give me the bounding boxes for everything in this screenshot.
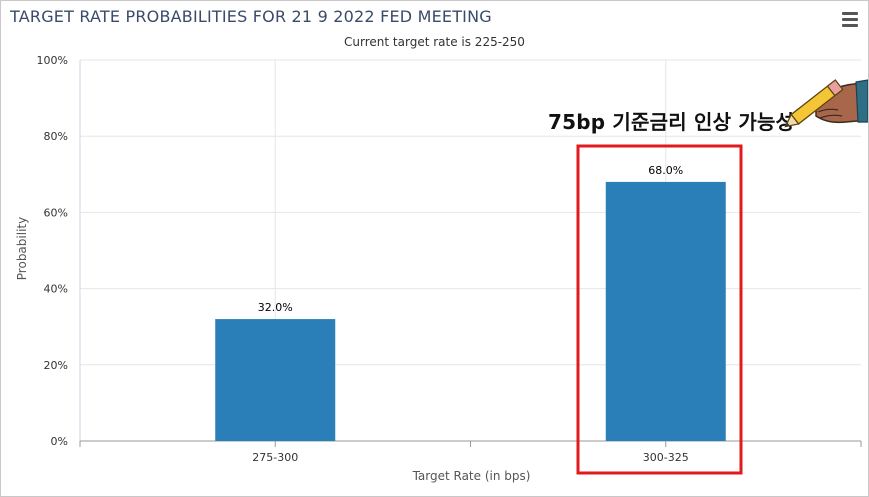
y-tick-label: 100% bbox=[37, 54, 68, 67]
y-tick-label: 80% bbox=[44, 130, 68, 143]
bar-300-325 bbox=[605, 181, 726, 442]
highlight-box bbox=[576, 144, 743, 475]
data-label: 68.0% bbox=[648, 164, 683, 177]
x-axis-title: Target Rate (in bps) bbox=[412, 469, 531, 483]
hamburger-menu-icon[interactable] bbox=[840, 12, 862, 32]
bar-275-300 bbox=[215, 319, 336, 441]
y-tick-label: 60% bbox=[44, 206, 68, 219]
x-tick-label: 300-325 bbox=[643, 451, 689, 464]
data-label: 32.0% bbox=[258, 301, 293, 314]
x-tick-label: 275-300 bbox=[252, 451, 298, 464]
y-tick-label: 40% bbox=[44, 283, 68, 296]
y-tick-label: 20% bbox=[44, 359, 68, 372]
pencil-hand-icon bbox=[784, 79, 868, 128]
y-axis-title: Probability bbox=[15, 217, 29, 280]
chart-title: TARGET RATE PROBABILITIES FOR 21 9 2022 … bbox=[10, 7, 492, 26]
chart-subtitle: Current target rate is 225-250 bbox=[344, 35, 525, 49]
y-tick-label: 0% bbox=[51, 435, 68, 448]
annotation-text: 75bp 기준금리 인상 가능성 bbox=[548, 110, 795, 134]
